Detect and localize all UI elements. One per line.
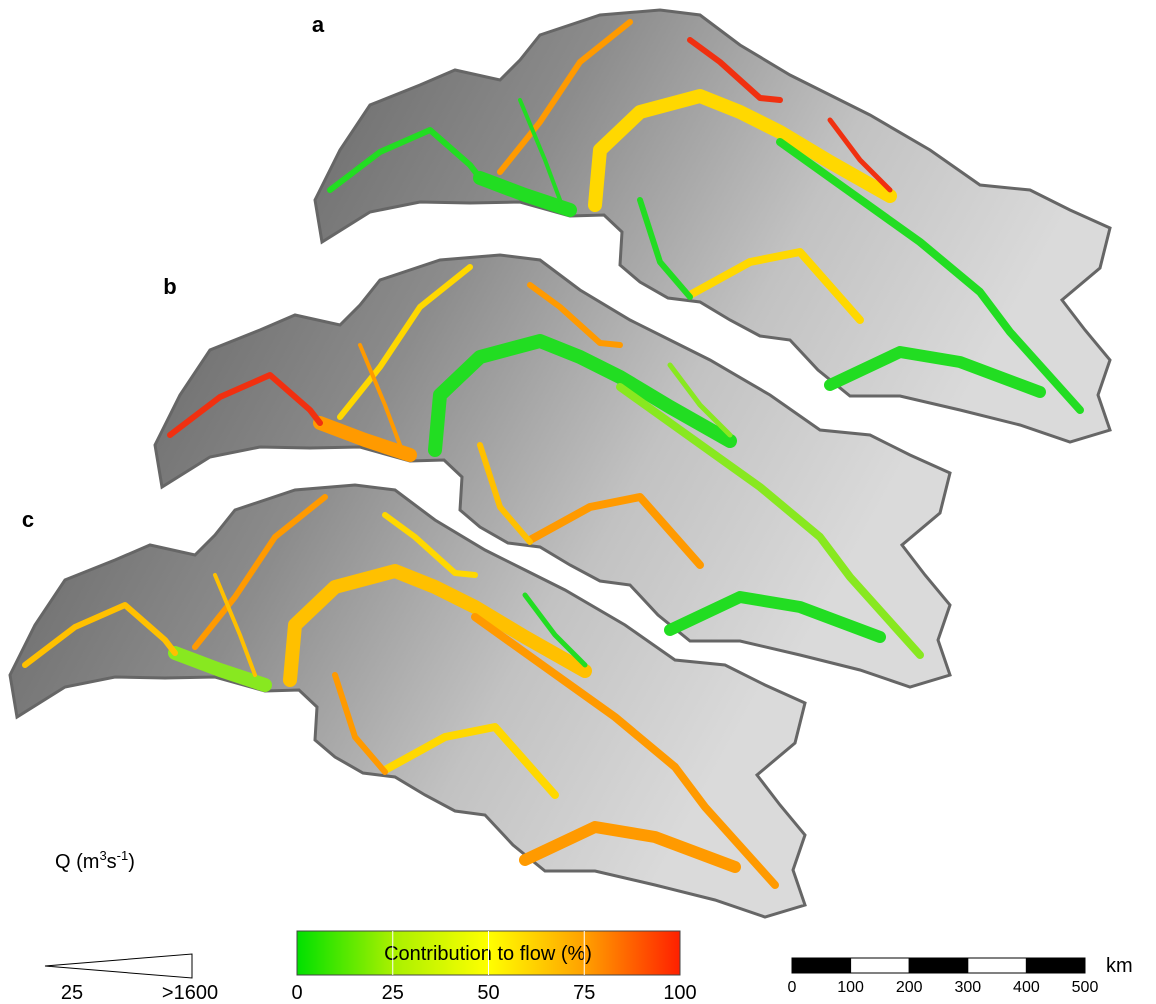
title-part: ) — [128, 851, 135, 873]
discharge-min: 25 — [61, 982, 83, 1004]
scale-segment — [792, 958, 851, 973]
scale-segment — [909, 958, 968, 973]
scale-tick-label: 200 — [896, 979, 923, 996]
panel-label: c — [22, 507, 34, 532]
scale-tick-label: 400 — [1013, 979, 1040, 996]
title-part: Q (m — [55, 851, 99, 873]
colorbar-tick-label: 25 — [382, 982, 404, 1004]
scale-unit: km — [1106, 955, 1133, 977]
discharge-title: Q (m3s-1) — [55, 848, 135, 873]
colorbar-tick-label: 0 — [291, 982, 302, 1004]
scale-bar: 0 100 200 300 400 500 — [788, 958, 1099, 996]
discharge-wedge — [45, 954, 192, 978]
title-sup: 3 — [99, 848, 106, 863]
colorbar-tick-label: 100 — [663, 982, 696, 1004]
scale-segment — [1026, 958, 1085, 973]
panel-label: a — [312, 12, 325, 37]
title-part: s — [107, 851, 117, 873]
colorbar-tick-label: 75 — [573, 982, 595, 1004]
scale-tick-label: 500 — [1072, 979, 1099, 996]
scale-tick-label: 300 — [954, 979, 981, 996]
scale-segment — [851, 958, 910, 973]
discharge-max: >1600 — [162, 982, 218, 1004]
map-panels: a b c — [10, 10, 1110, 917]
scale-segment — [968, 958, 1027, 973]
scale-tick-label: 100 — [837, 979, 864, 996]
scale-tick-label: 0 — [788, 979, 797, 996]
title-sup: -1 — [117, 848, 129, 863]
figure: abc Q (m3s-1) 25 >1600 Contribution to f… — [0, 0, 1156, 1004]
colorbar-tick-label: 50 — [477, 982, 499, 1004]
panel-label: b — [163, 274, 176, 299]
